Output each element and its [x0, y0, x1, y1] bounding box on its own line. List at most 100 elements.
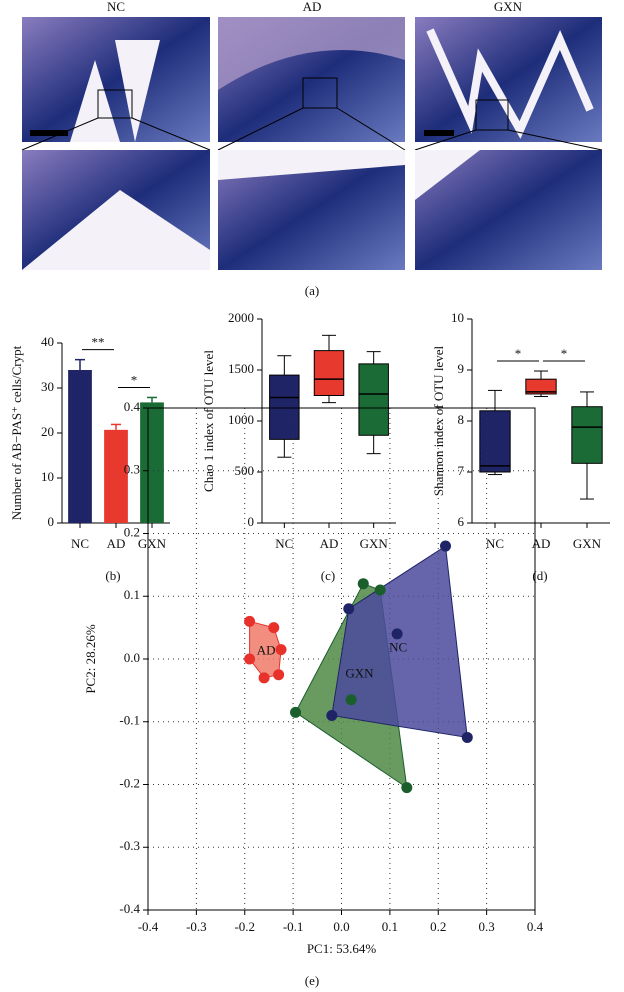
y-tick-label: -0.4: [119, 901, 140, 916]
image-label: NC: [107, 0, 125, 14]
box: [269, 374, 300, 440]
x-tick-label: NC: [486, 536, 504, 551]
y-axis-label: PC2: 28.26%: [83, 624, 98, 694]
significance-label: *: [131, 372, 138, 387]
y-tick-label: 0.0: [124, 650, 140, 665]
lumen: [426, 28, 594, 139]
lumen: [218, 150, 405, 180]
zoom-box: [475, 99, 509, 131]
y-tick-label: 2000: [228, 310, 254, 325]
image-label: AD: [303, 0, 322, 14]
caption: (a): [305, 283, 319, 298]
zoom-box: [97, 89, 133, 119]
point: [273, 669, 285, 681]
y-tick-label: -0.3: [119, 838, 140, 853]
lumen: [70, 40, 160, 142]
point: [374, 584, 386, 596]
x-tick-label: AD: [320, 536, 339, 551]
y-tick-label: 0.2: [124, 524, 140, 539]
x-axis-label: PC1: 53.64%: [307, 941, 377, 956]
x-tick-label: -0.4: [138, 919, 159, 934]
point: [268, 622, 280, 634]
x-tick-label: AD: [107, 536, 126, 551]
x-tick-label: -0.1: [283, 919, 304, 934]
y-tick-label: -0.2: [119, 775, 140, 790]
y-tick-label: 8: [458, 412, 465, 427]
lumen: [415, 150, 480, 200]
y-tick-label: 6: [458, 514, 465, 529]
y-tick-label: 40: [41, 334, 54, 349]
y-tick-label: 0: [48, 514, 55, 529]
point: [326, 709, 338, 721]
y-tick-label: 500: [235, 463, 255, 478]
point: [244, 615, 256, 627]
point: [275, 644, 287, 656]
point: [290, 706, 302, 718]
zoom-line: [21, 107, 603, 151]
histology-images: [21, 17, 603, 270]
scale-bar: [30, 130, 68, 136]
y-tick-label: 1000: [228, 412, 254, 427]
significance-label: *: [515, 346, 522, 361]
group-label: AD: [257, 643, 276, 658]
x-tick-label: 0.0: [333, 919, 349, 934]
point: [391, 628, 403, 640]
point: [345, 694, 357, 706]
point: [461, 731, 473, 743]
x-tick-label: 0.4: [527, 919, 544, 934]
significance-label: *: [561, 346, 568, 361]
plot-frame: [147, 407, 536, 911]
y-tick-label: 10: [41, 469, 54, 484]
x-tick-label: 0.3: [479, 919, 495, 934]
y-tick-label: 0: [248, 514, 255, 529]
point: [440, 540, 452, 552]
y-tick-label: 1500: [228, 361, 254, 376]
x-tick-label: GXN: [138, 536, 167, 551]
group-label: NC: [389, 639, 407, 654]
caption: (c): [321, 568, 335, 583]
y-axis-label: Number of AB−PAS⁺ cells/Crypt: [9, 345, 24, 520]
box: [571, 406, 603, 464]
lumen: [22, 190, 210, 270]
x-tick-label: 0.1: [382, 919, 398, 934]
y-axis-label: Chao 1 index of OTU level: [201, 350, 216, 492]
box: [525, 378, 557, 395]
point: [401, 782, 413, 794]
box: [479, 410, 511, 473]
y-axis-label: Shannon index of OTU level: [431, 346, 446, 497]
y-tick-label: 7: [458, 463, 465, 478]
y-tick-label: 0.4: [124, 399, 141, 414]
y-tick-label: 20: [41, 424, 54, 439]
scale-bar: [424, 130, 454, 136]
x-tick-label: AD: [532, 536, 551, 551]
y-tick-label: 9: [458, 361, 465, 376]
group-label: GXN: [345, 666, 374, 681]
zoom-box: [302, 77, 338, 109]
x-tick-label: GXN: [360, 536, 389, 551]
image: [22, 17, 210, 142]
x-tick-label: -0.3: [186, 919, 207, 934]
bar: [140, 402, 164, 523]
bar: [68, 370, 92, 523]
image-label: GXN: [494, 0, 523, 14]
tissue: [218, 17, 405, 90]
y-tick-label: 10: [451, 310, 464, 325]
caption: (e): [305, 973, 319, 988]
bar: [104, 429, 128, 523]
x-tick-label: NC: [275, 536, 293, 551]
caption: (b): [105, 568, 120, 583]
x-tick-label: 0.2: [430, 919, 446, 934]
y-tick-label: 0.3: [124, 462, 140, 477]
point: [244, 653, 256, 665]
box: [313, 350, 345, 396]
y-tick-label: 0.1: [124, 587, 140, 602]
box: [358, 363, 389, 436]
x-tick-label: -0.2: [234, 919, 255, 934]
point: [343, 603, 355, 615]
y-tick-label: -0.1: [119, 713, 140, 728]
caption: (d): [532, 568, 547, 583]
x-tick-label: GXN: [573, 536, 602, 551]
significance-label: **: [92, 335, 105, 350]
